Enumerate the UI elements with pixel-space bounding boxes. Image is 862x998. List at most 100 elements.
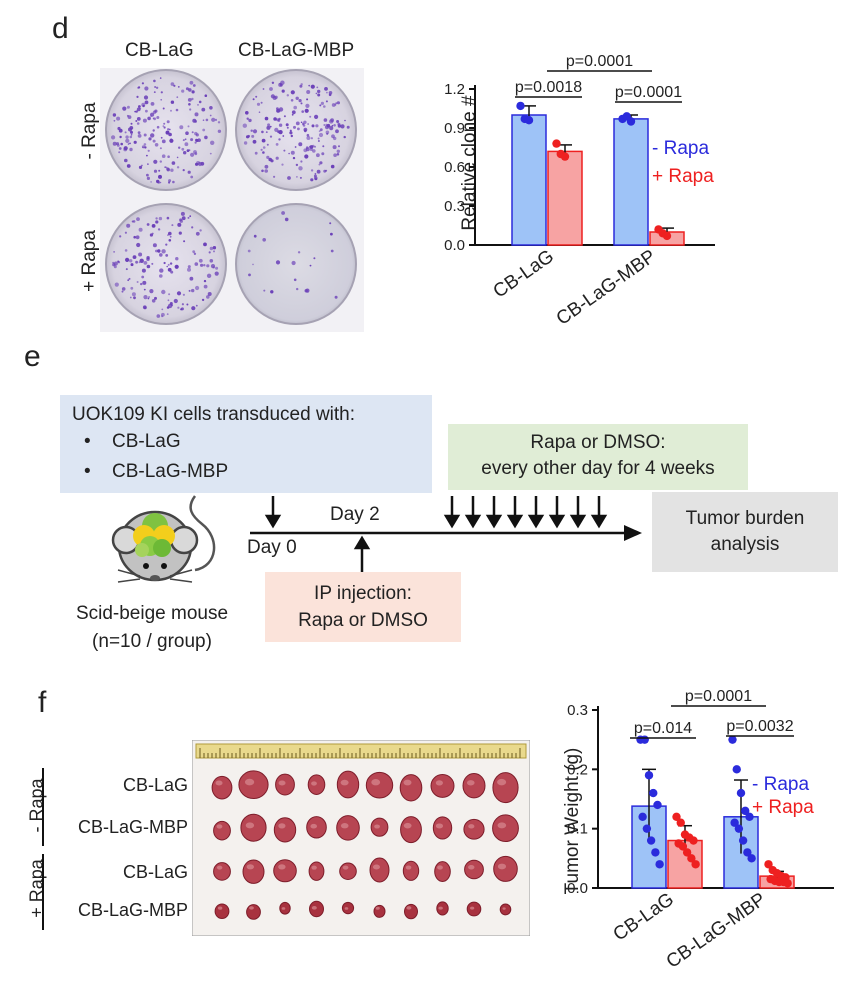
data-point	[687, 854, 696, 863]
treatment-line-2: every other day for 4 weeks	[481, 458, 715, 479]
data-point	[728, 735, 737, 744]
data-point	[642, 824, 652, 833]
x-tick-label: CB-LaG-MBP	[663, 889, 770, 973]
tumor-group-brackets	[42, 768, 44, 930]
mouse-icon	[111, 495, 216, 583]
cells-item-1: CB-LaG	[72, 427, 420, 457]
data-point	[649, 788, 658, 798]
tumor	[463, 818, 485, 840]
plate-col-label-1: CB-LaG	[125, 40, 194, 61]
tumor	[309, 900, 324, 918]
treatment-box: Rapa or DMSO: every other day for 4 week…	[448, 424, 748, 490]
data-point	[655, 860, 664, 869]
day0-arrow	[264, 496, 282, 529]
data-point	[662, 231, 672, 241]
tumor	[275, 773, 295, 796]
plate-mbp-plus	[235, 203, 357, 325]
panel-d-letter: d	[52, 12, 69, 45]
data-point	[552, 139, 561, 148]
data-point	[676, 818, 685, 827]
data-point	[524, 116, 534, 125]
day0-label: Day 0	[247, 537, 297, 558]
injection-box: IP injection: Rapa or DMSO	[265, 572, 461, 642]
data-point	[516, 101, 525, 111]
tumor	[434, 861, 451, 882]
tumor-row-label-4: CB-LaG-MBP	[77, 900, 188, 920]
d-legend-minus-rapa: - Rapa	[652, 138, 710, 159]
tumor	[240, 813, 267, 842]
x-tick-label: CB-LaG	[490, 246, 558, 303]
data-point	[747, 854, 756, 863]
y-tick-label: 0.0	[444, 237, 465, 254]
tumor-analysis-box: Tumor burden analysis	[652, 492, 838, 572]
data-point	[741, 806, 750, 816]
mouse-line-2: (n=10 / group)	[92, 631, 212, 652]
data-point	[682, 848, 692, 857]
panel-e-letter: e	[24, 340, 41, 373]
f-legend-plus-rapa: + Rapa	[752, 797, 814, 818]
tumor	[214, 903, 230, 920]
sig-label: p=0.0018	[515, 79, 582, 96]
day2-label: Day 2	[330, 504, 380, 525]
tumor	[211, 775, 233, 800]
tumor	[238, 770, 269, 800]
tumor	[336, 815, 360, 841]
tumor	[339, 862, 357, 880]
tumor-row-label-1: CB-LaG	[122, 775, 188, 795]
plate-lag-plus	[105, 203, 227, 325]
tumor	[307, 774, 326, 795]
tumor	[402, 860, 420, 881]
tumor	[499, 903, 512, 916]
data-point	[730, 818, 739, 827]
data-point	[560, 152, 570, 161]
tumor	[365, 771, 394, 799]
sig-label: p=0.014	[634, 720, 692, 737]
tumor	[273, 817, 297, 843]
data-point	[764, 860, 773, 869]
plate-lag-minus	[105, 69, 227, 191]
cells-box: UOK109 KI cells transduced with: CB-LaG …	[60, 395, 432, 493]
cells-item-2: CB-LaG-MBP	[72, 457, 420, 487]
plate-row-label-1: - Rapa	[79, 102, 100, 160]
data-point	[689, 836, 698, 845]
tumor-row-label-3: CB-LaG	[122, 862, 188, 882]
y-tick-label: 0.2	[567, 761, 588, 778]
data-point	[651, 848, 660, 857]
data-point	[638, 812, 647, 821]
tumor	[493, 855, 518, 882]
tumor	[246, 904, 261, 920]
tumor	[242, 859, 265, 884]
tumor	[399, 774, 423, 802]
tumor-line-2: analysis	[710, 534, 780, 555]
tumor-photo	[192, 740, 530, 936]
tumor	[213, 862, 231, 881]
sig-label: p=0.0001	[615, 84, 682, 101]
y-tick-label: 0.3	[444, 198, 465, 215]
sig-label: p=0.0032	[726, 718, 793, 735]
mouse-line-1: Scid-beige mouse	[75, 603, 229, 624]
data-point	[745, 812, 754, 821]
tumor	[492, 772, 519, 804]
sig-label: p=0.0001	[685, 688, 752, 705]
tumor	[369, 857, 390, 883]
y-tick-label: 0.0	[567, 880, 588, 897]
colony-plates-image	[100, 68, 364, 332]
tumor-row-label-2: CB-LaG-MBP	[77, 817, 188, 837]
y-tick-label: 0.1	[567, 821, 588, 838]
plate-col-label-2: CB-LaG-MBP	[238, 40, 355, 61]
timeline-arrowhead	[624, 525, 642, 541]
data-point	[678, 842, 688, 851]
data-point	[732, 765, 741, 774]
dose-arrows	[443, 496, 608, 529]
bar	[547, 150, 583, 246]
tumor	[336, 770, 360, 799]
tumor	[273, 859, 297, 883]
injection-line-1: IP injection:	[314, 583, 412, 604]
data-point	[783, 879, 792, 888]
plate-row-label-2: + Rapa	[79, 230, 100, 292]
tumor	[308, 861, 325, 881]
tumor	[464, 859, 484, 880]
data-point	[653, 800, 662, 810]
